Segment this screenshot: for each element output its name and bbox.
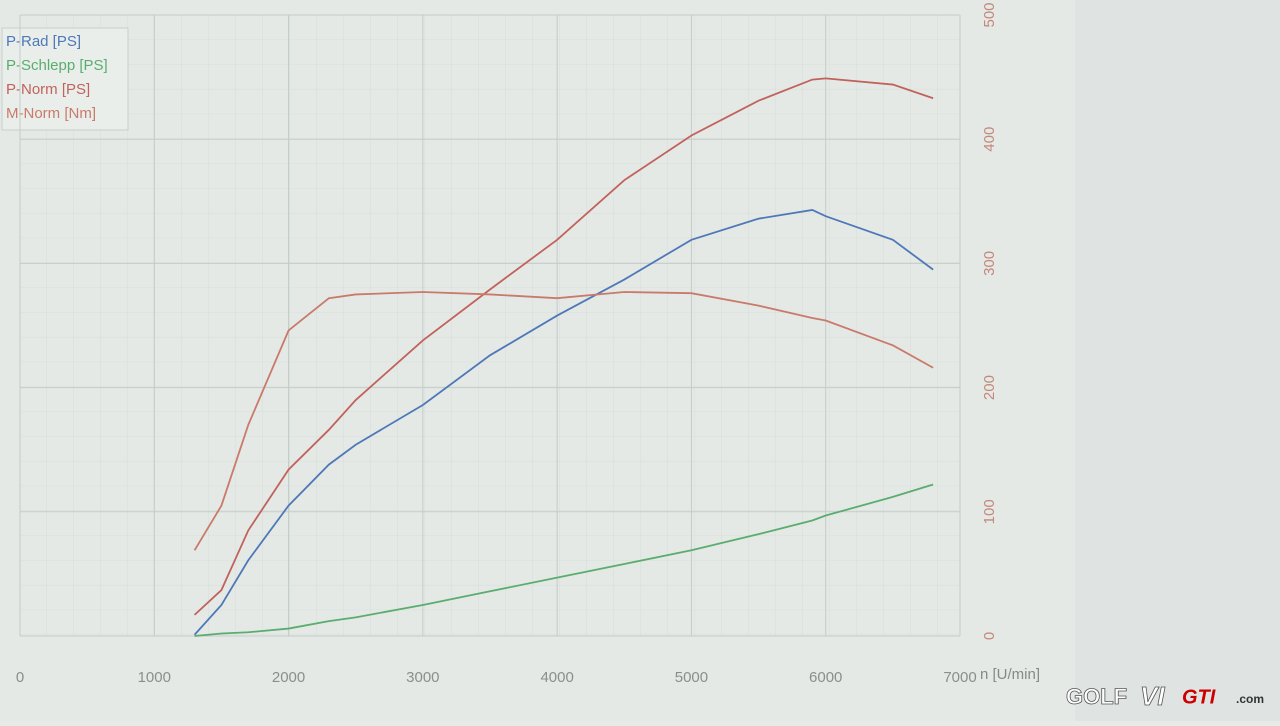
legend-box bbox=[1, 27, 129, 131]
series-line bbox=[193, 291, 934, 551]
x-tick-label: 7000 bbox=[943, 669, 976, 686]
paper-edge bbox=[1075, 0, 1280, 721]
watermark-text: GTI bbox=[1182, 686, 1216, 708]
legend-entry: P-Norm [PS] bbox=[6, 81, 90, 98]
y-tick-label: 300 bbox=[981, 251, 998, 276]
x-tick-label: 5000 bbox=[675, 669, 708, 686]
x-tick-label: 6000 bbox=[809, 669, 842, 686]
y-tick-label: 100 bbox=[981, 499, 998, 524]
x-axis-label: n [U/min] bbox=[980, 666, 1040, 683]
watermark-text: VI bbox=[1140, 681, 1165, 711]
x-tick-label: 0 bbox=[16, 669, 24, 686]
y-tick-label: 500 bbox=[981, 2, 998, 27]
series-line bbox=[193, 77, 934, 616]
y-tick-label: 400 bbox=[981, 127, 998, 152]
series-line bbox=[194, 483, 934, 637]
x-tick-label: 1000 bbox=[138, 669, 171, 686]
watermark-text: .com bbox=[1236, 692, 1264, 706]
legend-entry: P-Schlepp [PS] bbox=[6, 57, 108, 74]
x-tick-label: 4000 bbox=[540, 669, 573, 686]
legend-entry: P-Rad [PS] bbox=[6, 33, 81, 50]
legend-entry: M-Norm [Nm] bbox=[6, 105, 96, 122]
series-line bbox=[193, 209, 934, 636]
x-tick-label: 2000 bbox=[272, 669, 305, 686]
y-tick-label: 0 bbox=[981, 632, 998, 640]
y-tick-label: 200 bbox=[981, 375, 998, 400]
watermark: GOLF VI GTI .com bbox=[1066, 680, 1264, 711]
watermark-text: GOLF bbox=[1066, 684, 1127, 709]
minor-grid bbox=[20, 15, 960, 636]
legend: P-Rad [PS] P-Schlepp [PS] P-Norm [PS] M-Nor… bbox=[1, 27, 129, 131]
x-tick-label: 3000 bbox=[406, 669, 439, 686]
